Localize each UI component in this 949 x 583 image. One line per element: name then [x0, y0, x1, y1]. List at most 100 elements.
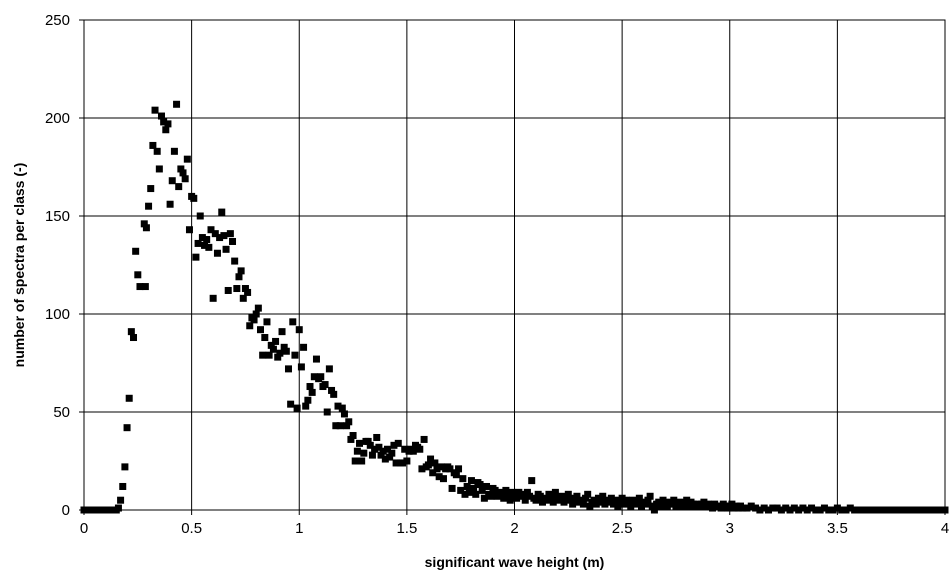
data-point [717, 504, 725, 512]
data-point [117, 496, 125, 504]
x-tick-label: 3 [726, 520, 734, 537]
data-point [605, 498, 613, 506]
data-point [274, 353, 282, 361]
data-point [373, 433, 381, 441]
data-point [752, 504, 760, 512]
y-tick-label: 250 [45, 12, 70, 29]
data-point [102, 506, 110, 514]
data-point [433, 465, 441, 473]
data-point [241, 285, 249, 293]
data-point [448, 484, 456, 492]
data-point [401, 445, 409, 453]
data-point [198, 234, 206, 242]
data-point [599, 492, 607, 500]
data-point [642, 500, 650, 508]
data-point [345, 418, 353, 426]
data-point [330, 390, 338, 398]
data-point [564, 490, 572, 498]
data-point [284, 365, 292, 373]
data-point [838, 506, 846, 514]
data-point [515, 488, 523, 496]
data-point [480, 494, 488, 502]
data-point [93, 506, 101, 514]
data-point [833, 504, 841, 512]
data-point [358, 457, 366, 465]
data-point [157, 112, 165, 120]
data-point [257, 326, 264, 334]
data-point [252, 310, 260, 318]
data-point [629, 496, 637, 504]
y-tick-label: 100 [45, 306, 70, 323]
data-point [586, 502, 594, 510]
data-point [551, 488, 559, 496]
data-point [478, 486, 486, 494]
data-point [681, 500, 689, 508]
data-point [457, 486, 465, 494]
data-point [263, 318, 271, 326]
data-point [416, 445, 424, 453]
data-point [476, 481, 484, 489]
data-point [635, 494, 643, 502]
data-point [566, 496, 574, 504]
data-point [175, 183, 183, 191]
x-tick-label: 3.5 [827, 520, 848, 537]
data-point [765, 506, 772, 514]
data-point [254, 304, 262, 312]
data-point [846, 504, 854, 512]
data-point [590, 496, 598, 504]
data-point [618, 494, 626, 502]
data-point [388, 449, 396, 457]
data-point [132, 247, 140, 255]
data-point [140, 220, 148, 228]
data-point [521, 496, 529, 504]
data-point [493, 492, 501, 500]
data-point [519, 490, 527, 498]
data-point [760, 504, 768, 512]
y-tick-label: 50 [53, 404, 70, 421]
data-point [663, 502, 671, 510]
data-point [562, 494, 570, 502]
data-point [334, 402, 342, 410]
data-point [709, 504, 717, 512]
data-point [511, 490, 518, 498]
data-point [155, 165, 163, 173]
data-point [332, 422, 340, 430]
data-point [147, 185, 155, 193]
x-axis-label: significant wave height (m) [425, 554, 605, 570]
data-point [224, 286, 232, 294]
data-point [487, 492, 495, 500]
data-point [558, 492, 566, 500]
data-point [166, 200, 174, 208]
data-point [375, 443, 383, 451]
data-point [293, 404, 301, 412]
data-point [371, 445, 379, 453]
data-point [259, 351, 267, 359]
data-point [601, 500, 609, 508]
data-point [592, 500, 600, 508]
data-point [842, 506, 850, 514]
x-tick-label: 0.5 [181, 520, 202, 537]
data-point [812, 506, 820, 514]
data-point [427, 455, 435, 463]
data-point [769, 504, 777, 512]
x-tick-label: 4 [941, 520, 949, 537]
data-point [820, 504, 828, 512]
data-point [261, 334, 269, 342]
data-point [168, 177, 176, 185]
data-point [825, 506, 833, 514]
data-point [220, 232, 228, 240]
data-point [142, 224, 150, 232]
data-point [231, 257, 239, 265]
data-point [209, 294, 217, 302]
data-point [536, 492, 544, 500]
data-point [894, 506, 902, 514]
data-point [461, 490, 469, 498]
data-point [338, 404, 346, 412]
data-point [790, 504, 798, 512]
data-point [577, 496, 585, 504]
data-point [803, 506, 811, 514]
data-point [317, 373, 325, 381]
data-point [392, 459, 400, 467]
data-point [250, 316, 258, 324]
data-point [816, 506, 824, 514]
